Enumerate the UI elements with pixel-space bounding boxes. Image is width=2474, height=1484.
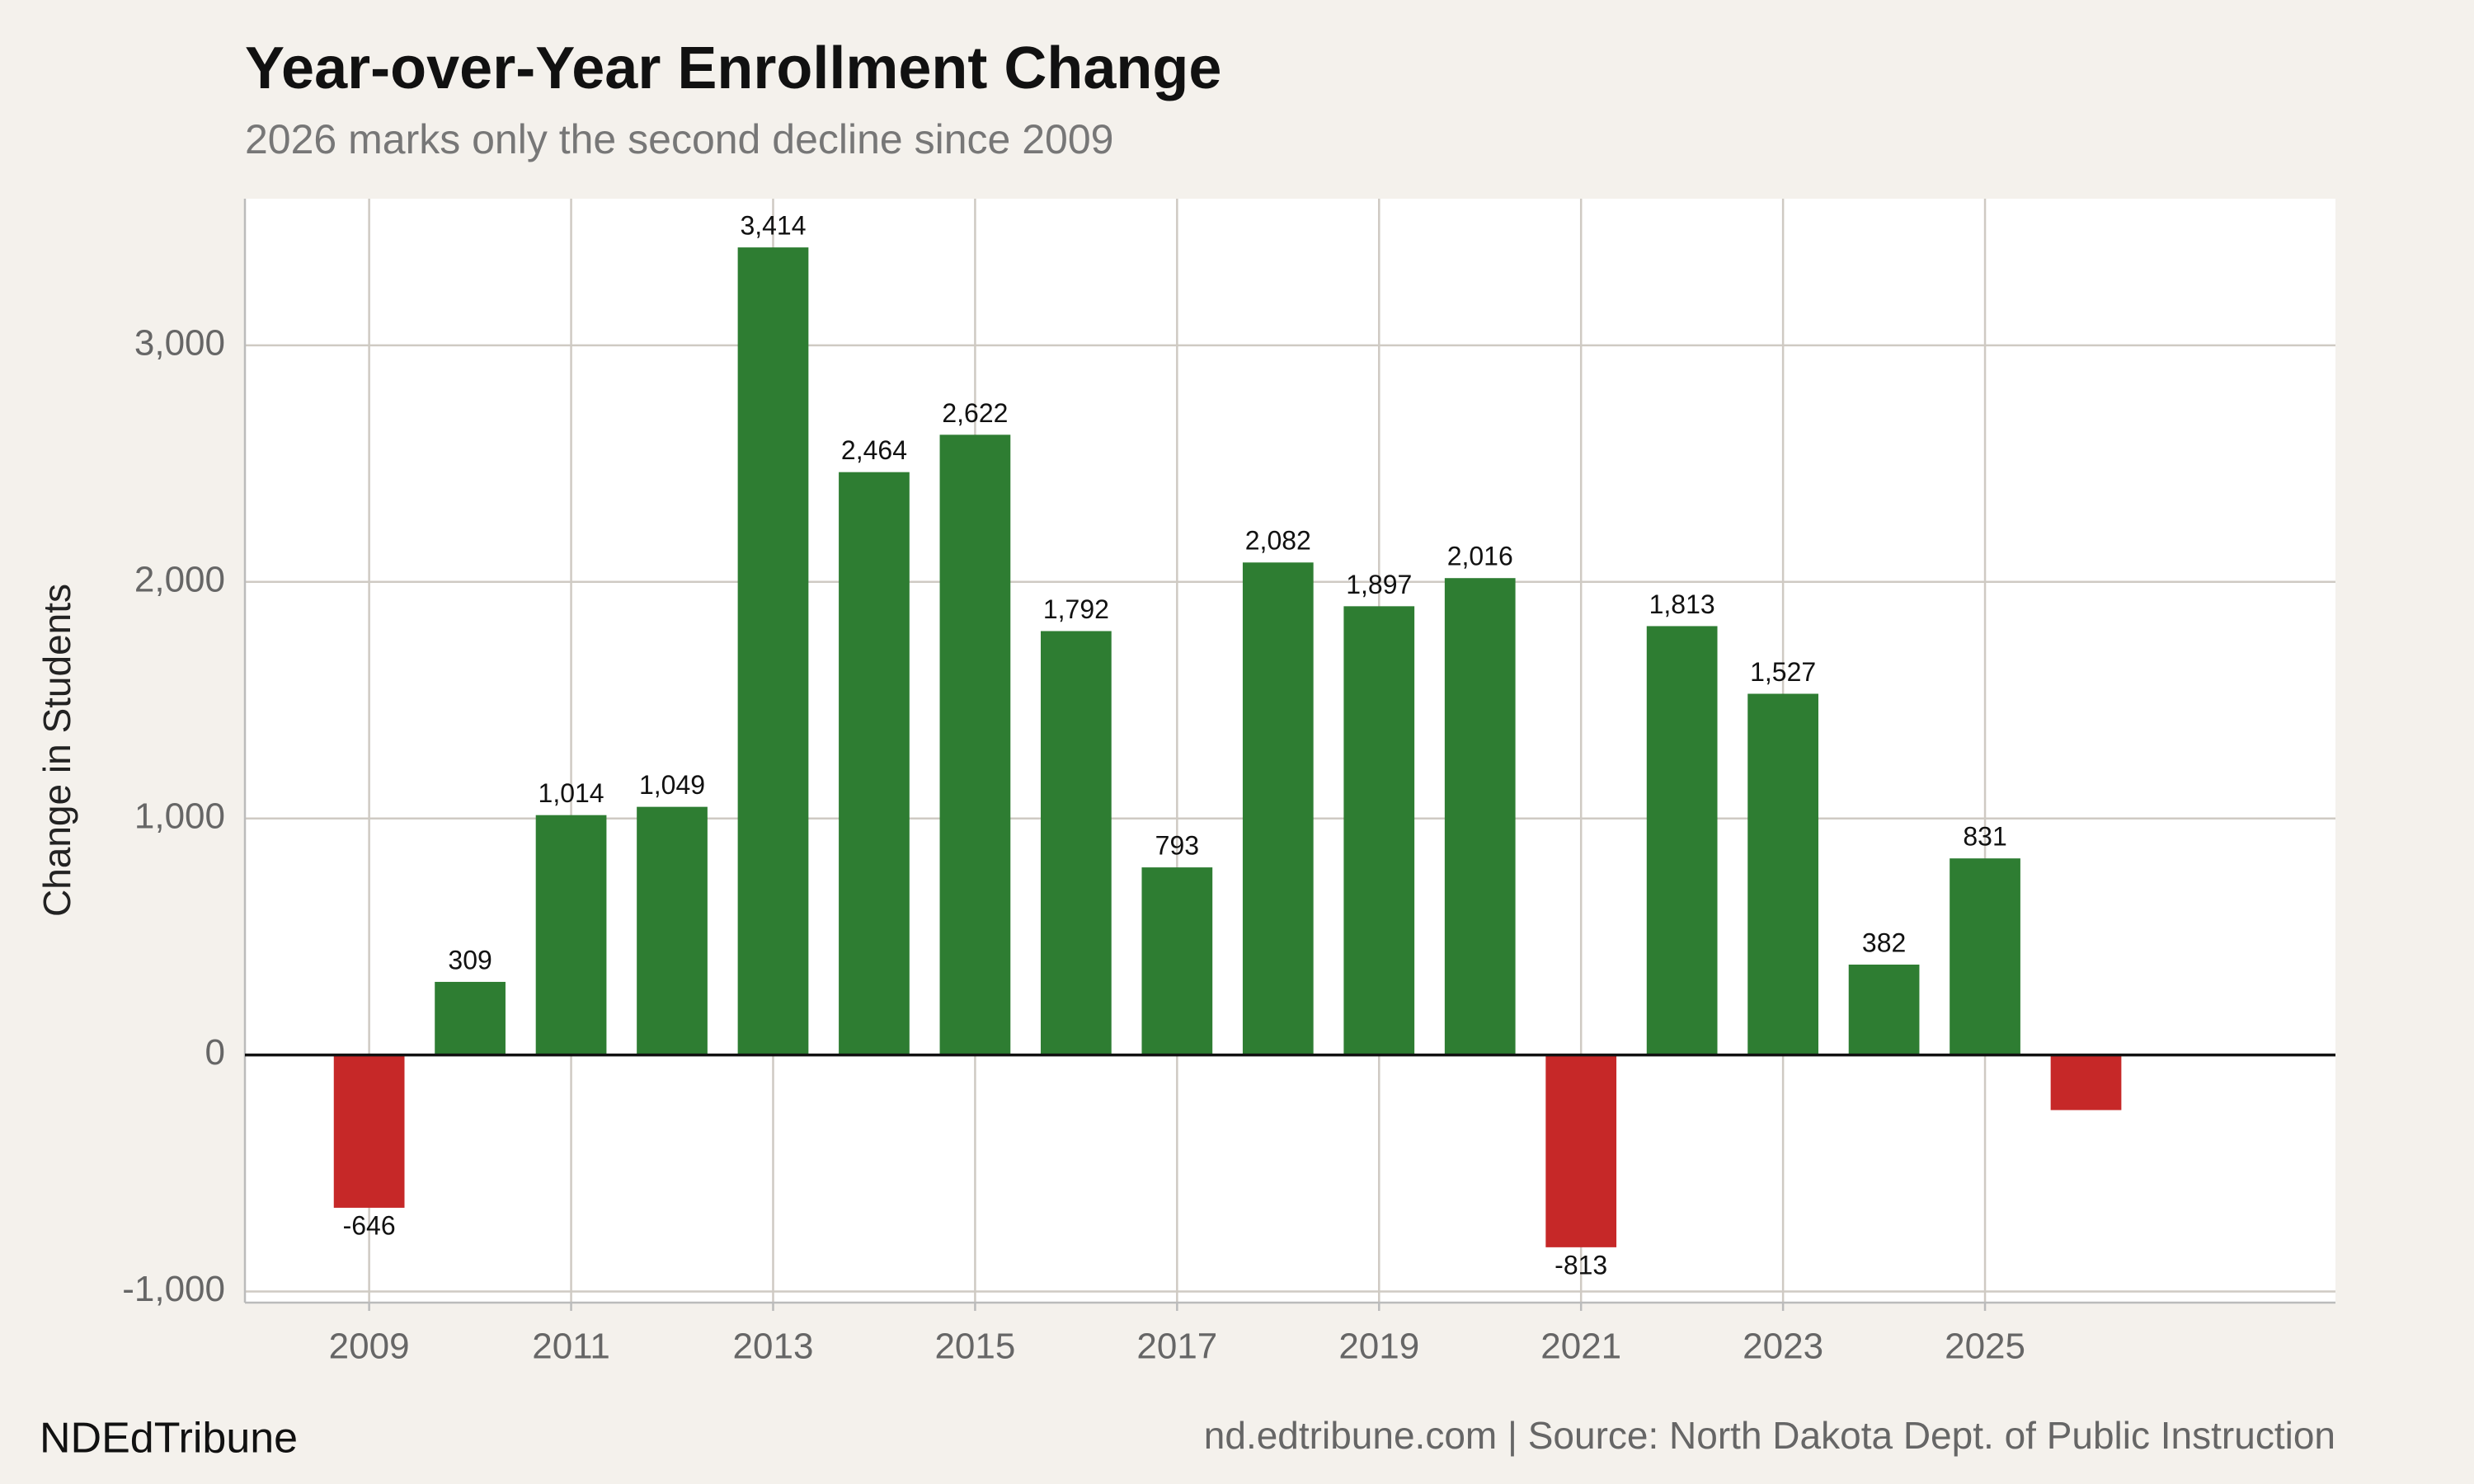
x-tick-label: 2013 <box>733 1327 814 1367</box>
y-tick-label: 0 <box>205 1032 225 1073</box>
bar <box>1343 606 1415 1055</box>
chart-title: Year-over-Year Enrollment Change <box>245 35 1221 101</box>
x-tick-label: 2015 <box>934 1327 1015 1367</box>
bar <box>333 1054 405 1208</box>
bar <box>939 434 1011 1055</box>
x-tick-label: 2009 <box>329 1327 410 1367</box>
chart-subtitle: 2026 marks only the second decline since… <box>245 116 1113 162</box>
source: nd.edtribune.com | Source: North Dakota … <box>1204 1414 2335 1457</box>
y-tick-label: 3,000 <box>134 323 225 364</box>
marks: -646 309 1,014 1,049 3,414 2,464 2,622 1,792 793… <box>245 211 2335 1280</box>
bar <box>1141 867 1213 1055</box>
bar <box>535 815 607 1055</box>
value-label: 382 <box>1862 928 1906 957</box>
value-label: 2,082 <box>1245 526 1311 556</box>
bar <box>2050 1054 2122 1111</box>
value-label: -813 <box>1554 1250 1607 1280</box>
bar <box>435 981 506 1055</box>
x-tick-label: 2019 <box>1338 1327 1419 1367</box>
bar <box>1242 562 1314 1055</box>
value-label: 1,897 <box>1346 570 1412 599</box>
x-tick-label: 2025 <box>1945 1327 2025 1367</box>
bar <box>1646 626 1718 1055</box>
value-label: 1,813 <box>1649 589 1715 619</box>
value-label: -646 <box>343 1210 396 1240</box>
bar <box>637 806 708 1055</box>
y-tick-label: 1,000 <box>134 796 225 836</box>
bar <box>1041 631 1112 1055</box>
bar <box>737 247 809 1055</box>
value-label: 2,016 <box>1447 542 1513 571</box>
bar <box>839 472 910 1055</box>
bar <box>1444 578 1516 1055</box>
value-label: 3,414 <box>740 211 806 241</box>
brand: NDEdTribune <box>40 1415 298 1463</box>
value-label: 309 <box>448 945 492 974</box>
x-tick-label: 2017 <box>1136 1327 1217 1367</box>
x-tick-label: 2011 <box>532 1327 610 1367</box>
y-tick-label: -1,000 <box>122 1269 225 1309</box>
bar <box>1848 965 1920 1055</box>
value-label: 1,014 <box>539 778 604 808</box>
bar <box>1950 858 2020 1055</box>
x-tick-label: 2021 <box>1540 1327 1621 1367</box>
value-label: 2,464 <box>841 435 907 465</box>
y-tick-label: 2,000 <box>134 559 225 599</box>
value-label: 1,527 <box>1750 657 1816 687</box>
value-label: 793 <box>1155 831 1199 861</box>
x-tick-label: 2023 <box>1743 1327 1823 1367</box>
y-axis-label: Change in Students <box>35 584 78 917</box>
value-label: 1,049 <box>639 770 705 800</box>
value-label: 2,622 <box>942 398 1008 428</box>
bar <box>1545 1054 1617 1247</box>
bar <box>1747 693 1818 1055</box>
value-label: 1,792 <box>1043 594 1109 624</box>
value-label: 831 <box>1963 822 2006 852</box>
